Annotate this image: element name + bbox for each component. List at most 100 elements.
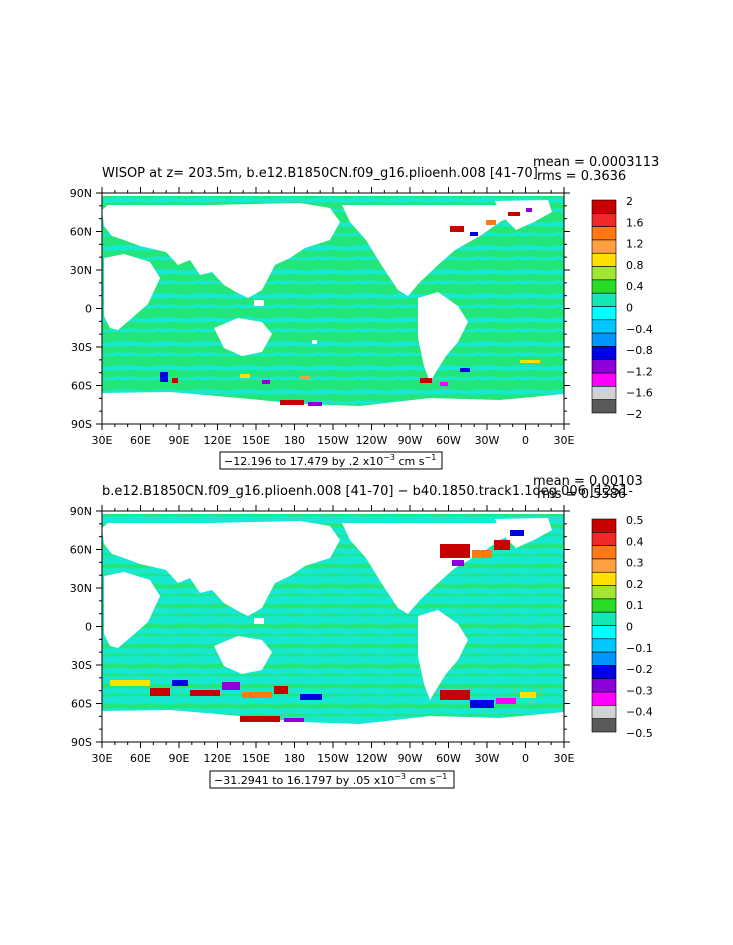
panel2-rms-label: rms = 0.5586 xyxy=(537,487,626,502)
panel1-x-tick-label: 120W xyxy=(356,434,388,447)
panel2-legend-swatch xyxy=(591,545,617,560)
panel1-y-axis: 90N 60N 30N 0 30S 60S 90S xyxy=(70,187,570,431)
panel2-x-tick-label: 30E xyxy=(92,752,113,765)
panel1-x-tick-label: 150E xyxy=(242,434,270,447)
panel1-x-tick-label: 0 xyxy=(522,434,529,447)
panel1-legend-swatch xyxy=(591,319,617,334)
panel1-legend-swatch xyxy=(591,213,617,227)
panel1-y-tick-label: 60N xyxy=(70,226,92,239)
panel1-legend-label: −1.2 xyxy=(626,365,653,378)
panel2-y-tick-label: 60N xyxy=(70,544,92,557)
panel2-legend-label: 0 xyxy=(626,621,633,634)
panel2-x-tick-label: 150W xyxy=(317,752,349,765)
panel1-x-tick-label: 60E xyxy=(130,434,151,447)
panel2-x-tick-label: 90W xyxy=(398,752,423,765)
panel1-range-exp: −3 xyxy=(383,453,395,462)
panel2-legend-swatch xyxy=(591,518,617,533)
panel2-y-tick-label: 0 xyxy=(85,621,92,634)
panel1-x-tick-label: 120E xyxy=(204,434,232,447)
panel2-x-tick-label: 120E xyxy=(204,752,232,765)
panel2-legend-swatch xyxy=(591,598,617,613)
panel1-mean-label: mean = 0.0003113 xyxy=(533,155,659,170)
panel2-speckle xyxy=(110,530,536,722)
panel2-legend-swatch xyxy=(591,571,617,586)
panel1-legend-swatch xyxy=(591,399,617,414)
panel1-y-tick-label: 90N xyxy=(70,187,92,200)
panel1-range-main: −12.196 to 17.479 by .2 x10 xyxy=(224,455,383,468)
panel1-y-tick-label: 0 xyxy=(85,303,92,316)
panel1-legend-swatch xyxy=(591,239,617,254)
panel1-x-tick-label: 30E xyxy=(92,434,113,447)
panel2-y-tick-label: 30N xyxy=(70,582,92,595)
panel2-legend-swatch xyxy=(591,611,617,626)
panel2-range-units-exp: −1 xyxy=(436,772,448,781)
panel1-x-tick-label: 60W xyxy=(436,434,461,447)
panel2-legend-label: 0.4 xyxy=(626,535,644,548)
panel2-legend-swatch xyxy=(591,651,617,666)
panel1-legend-label: 0.4 xyxy=(626,280,644,293)
panel1-legend-swatch xyxy=(591,386,617,400)
panel1-legend-swatch xyxy=(591,332,617,347)
panel2-x-tick-label: 120W xyxy=(356,752,388,765)
panel2-x-tick-label: 60E xyxy=(130,752,151,765)
panel2-legend-swatch xyxy=(591,718,617,733)
svg-text:−12.196 to 17.479 by .2 x10−3: −12.196 to 17.479 by .2 x10−3 cm s−1 xyxy=(224,453,436,468)
panel1-legend-swatch xyxy=(591,372,617,387)
panel2-legend-swatch xyxy=(591,532,617,546)
panel1-land xyxy=(102,193,564,424)
panel2-legend-swatch xyxy=(591,625,617,640)
panel2-mean-label: mean = 0.00103 xyxy=(533,474,643,489)
panel2-legend-label: −0.2 xyxy=(626,663,653,676)
panel1-legend-label: −2 xyxy=(626,408,642,421)
panel1-legend-swatch xyxy=(591,199,617,214)
panel2-y-tick-label: 60S xyxy=(71,698,92,711)
panel1-legend-swatch xyxy=(591,226,617,241)
panel1-x-tick-label: 90E xyxy=(169,434,190,447)
panel2-legend-label: −0.5 xyxy=(626,727,653,740)
panel1-range-box: −12.196 to 17.479 by .2 x10−3 cm s−1 xyxy=(219,451,443,470)
panel2-x-tick-label: 30W xyxy=(475,752,500,765)
panel2-x-tick-label: 150E xyxy=(242,752,270,765)
panel2-legend-swatch xyxy=(591,705,617,719)
panel2-x-tick-label: 90E xyxy=(169,752,190,765)
panel2-legend-swatch xyxy=(591,691,617,706)
panel2-legend-swatch xyxy=(591,665,617,680)
panel-2: b.e12.B1850CN.f09_g16.plioenh.008 [41-70… xyxy=(70,474,653,789)
panel2-legend-swatch xyxy=(591,678,617,693)
panel1-legend-swatch xyxy=(591,346,617,361)
panel1-title: WISOP at z= 203.5m, b.e12.B1850CN.f09_g1… xyxy=(102,166,538,181)
panel2-title: b.e12.B1850CN.f09_g16.plioenh.008 [41-70… xyxy=(102,484,633,499)
panel2-range-exp: −3 xyxy=(394,772,406,781)
panel2-legend-label: 0.1 xyxy=(626,599,644,612)
panel2-legend-label: 0.2 xyxy=(626,578,644,591)
panel2-range-box: −31.2941 to 16.1797 by .05 x10−3 cm s−1 xyxy=(209,770,455,789)
panel1-x-tick-label: 180 xyxy=(284,434,305,447)
panel1-range-units-exp: −1 xyxy=(425,453,437,462)
panel1-legend-label: −0.8 xyxy=(626,344,653,357)
panel1-legend-label: 0.8 xyxy=(626,259,644,272)
panel1-legend-label: −0.4 xyxy=(626,323,653,336)
panel1-legend-label: 1.2 xyxy=(626,238,644,251)
panel2-legend-swatch xyxy=(591,585,617,600)
panel1-x-tick-label: 90W xyxy=(398,434,423,447)
panel1-legend-label: 2 xyxy=(626,195,633,208)
panel2-x-tick-label: 180 xyxy=(284,752,305,765)
panel1-legend: 2 1.6 1.2 0.8 0.4 0 −0.4 −0.8 −1.2 −1.6 −2 xyxy=(591,195,653,421)
panel1-x-tick-label: 30W xyxy=(475,434,500,447)
panel2-y-axis: 90N 60N 30N 0 30S 60S 90S xyxy=(70,505,570,749)
panel2-x-tick-label: 0 xyxy=(522,752,529,765)
panel1-legend-swatch xyxy=(591,252,617,267)
panel2-legend-label: −0.3 xyxy=(626,684,653,697)
panel2-range-main: −31.2941 to 16.1797 by .05 x10 xyxy=(214,774,394,787)
panel1-map-field xyxy=(102,193,564,424)
panel1-y-tick-label: 30N xyxy=(70,264,92,277)
panel2-legend-label: 0.5 xyxy=(626,514,644,527)
panel1-x-tick-label: 150W xyxy=(317,434,349,447)
panel1-y-tick-label: 30S xyxy=(71,341,92,354)
panel-1: WISOP at z= 203.5m, b.e12.B1850CN.f09_g1… xyxy=(70,155,659,470)
panel2-legend-swatch xyxy=(591,638,617,653)
panel1-y-tick-label: 60S xyxy=(71,380,92,393)
panel1-speckle xyxy=(160,208,540,406)
panel2-legend-label: −0.1 xyxy=(626,642,653,655)
